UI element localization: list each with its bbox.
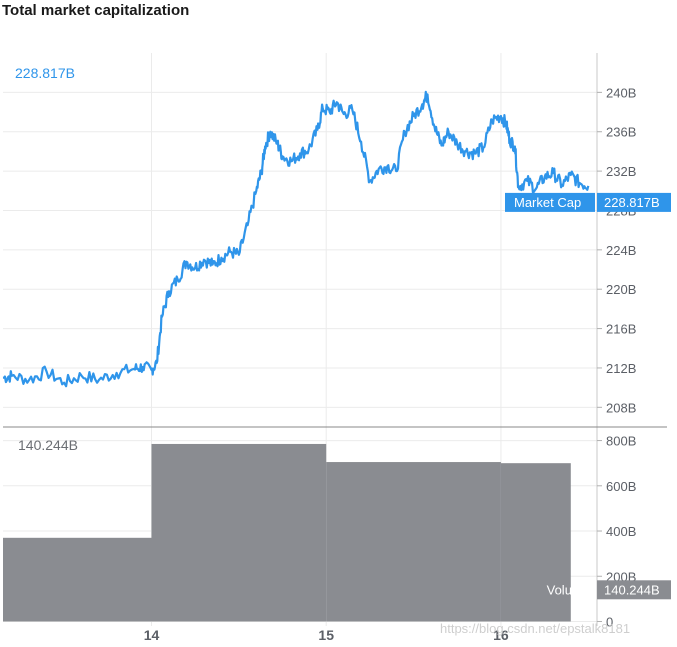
volume-value-label: 140.244B: [604, 582, 660, 597]
price-series-label: Market Cap: [514, 195, 581, 210]
price-current-tag: Market Cap 228.817B: [505, 192, 671, 212]
price-tick-label: 208B: [606, 400, 636, 415]
price-series-line: [2, 90, 590, 388]
price-axis: 208B212B216B220B224B228B232B236B240B: [597, 85, 636, 415]
price-tick-label: 216B: [606, 322, 636, 337]
volume-legend-value: 140.244B: [18, 437, 78, 453]
volume-value-label-bg: [597, 580, 671, 600]
volume-bar: [326, 462, 501, 622]
volume-area: [3, 443, 571, 622]
x-axis: 14 15 16: [144, 627, 509, 643]
volume-bar: [500, 463, 571, 622]
price-series-label-bg: [505, 192, 595, 212]
x-tick-label: 15: [318, 627, 334, 643]
price-value-label-bg: [597, 192, 671, 212]
price-tick-label: 240B: [606, 85, 636, 100]
volume-tick-label: 600B: [606, 479, 636, 494]
price-tick-label: 212B: [606, 361, 636, 376]
page-title: Total market capitalization: [2, 2, 190, 19]
price-value-label: 228.817B: [604, 195, 660, 210]
volume-series-label: Volume: [547, 582, 590, 597]
volume-bar: [151, 443, 327, 622]
volume-bar: [3, 537, 152, 622]
watermark: https://blog.csdn.net/epstalk8181: [440, 621, 630, 636]
price-tick-label: 236B: [606, 125, 636, 140]
volume-tick-label: 0: [606, 614, 613, 629]
price-legend-value: 228.817B: [15, 65, 75, 81]
price-tick-label: 224B: [606, 243, 636, 258]
volume-tick-label: 400B: [606, 524, 636, 539]
x-tick-label: 14: [144, 627, 160, 643]
volume-tick-label: 800B: [606, 434, 636, 449]
x-tick-label: 16: [493, 627, 509, 643]
price-tick-label: 232B: [606, 164, 636, 179]
price-tick-label: 220B: [606, 282, 636, 297]
volume-current-tag: 140.244B Volume: [547, 580, 671, 600]
price-line: [2, 90, 590, 388]
